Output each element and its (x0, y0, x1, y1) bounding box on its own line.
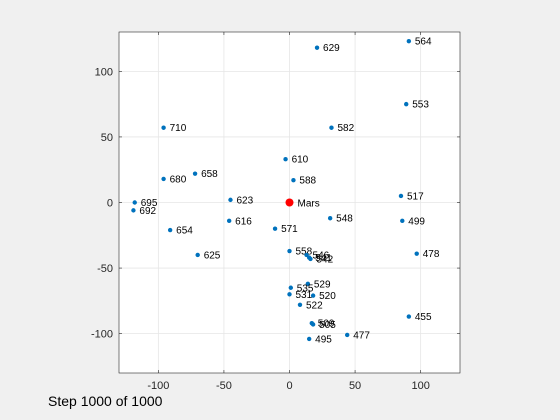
mars-label: Mars (298, 199, 320, 210)
data-point-label: 517 (407, 191, 424, 202)
y-tick-label: 100 (95, 66, 113, 78)
data-point-label: 695 (141, 198, 158, 209)
data-point-label: 564 (415, 37, 432, 48)
data-point-label: 495 (315, 334, 332, 345)
data-point (305, 281, 311, 287)
data-point (226, 218, 232, 224)
data-point-label: 478 (423, 249, 440, 260)
data-point (291, 178, 296, 183)
data-point-label: 522 (306, 300, 323, 311)
data-point-label: 658 (201, 169, 218, 180)
data-point (400, 218, 405, 224)
data-point (414, 251, 419, 256)
data-point-label: 625 (204, 250, 221, 261)
data-point (132, 200, 137, 205)
data-point-label: 520 (319, 291, 336, 302)
data-point-label: 531 (296, 290, 313, 301)
data-point (406, 38, 412, 44)
data-point (345, 332, 350, 338)
data-point-label: 680 (170, 174, 187, 185)
data-point (161, 176, 166, 182)
data-point-label: 548 (336, 214, 353, 225)
data-point-label: 541 (315, 253, 332, 264)
data-point (327, 216, 333, 221)
y-tick-label: -50 (97, 263, 113, 275)
data-point-label: 535 (297, 283, 314, 294)
data-point-label: 542 (316, 254, 333, 265)
data-point-label: 553 (412, 100, 429, 111)
data-point (314, 45, 320, 50)
x-tick-label: -50 (216, 380, 232, 392)
data-point-label: 455 (415, 312, 432, 323)
data-point (195, 252, 200, 258)
data-point (161, 125, 166, 130)
data-point-label: 571 (281, 224, 298, 235)
data-points: 564 629 553 710 582 610 680 658 588 517 695 623 692 6… (131, 37, 440, 345)
data-point-label: 588 (299, 176, 316, 187)
data-point-label: 558 (296, 247, 313, 258)
data-point-label: 529 (314, 279, 331, 290)
data-point (287, 292, 292, 297)
data-point (406, 314, 412, 319)
data-point-label: 629 (323, 43, 340, 54)
data-point-label: 654 (176, 226, 193, 237)
y-tick-label: -100 (91, 329, 113, 341)
center-marker-group: Mars (285, 198, 320, 210)
data-point-label: 616 (235, 216, 252, 227)
data-point (228, 197, 233, 203)
data-point (310, 293, 316, 298)
data-point-label: 623 (236, 195, 253, 206)
data-point-label: 509 (318, 319, 335, 330)
x-tick-label: 0 (286, 380, 292, 392)
y-tick-label: 50 (101, 132, 113, 144)
data-point (192, 171, 198, 176)
data-point-label: 710 (170, 123, 187, 134)
axis-ticks: -100 -50 0 50 100 -100 -50 0 50 100 (91, 32, 460, 392)
data-point-label: 477 (353, 330, 370, 341)
data-point-label: 610 (292, 155, 309, 166)
x-tick-label: -100 (147, 380, 169, 392)
data-point (297, 302, 303, 307)
data-point-label: 546 (313, 250, 330, 261)
data-point-label: 505 (319, 320, 336, 331)
data-point (283, 157, 288, 162)
data-point (288, 285, 294, 290)
data-point (398, 193, 404, 199)
step-status-text: Step 1000 of 1000 (48, 393, 163, 409)
x-tick-label: 50 (349, 380, 361, 392)
data-point-label: 582 (337, 123, 354, 134)
x-tick-label: 100 (411, 380, 429, 392)
data-point (404, 101, 409, 107)
data-point (329, 125, 334, 130)
data-point (287, 248, 292, 254)
data-point (310, 322, 316, 327)
y-tick-label: 0 (107, 198, 113, 210)
mars-marker (285, 198, 294, 207)
data-point (272, 226, 278, 231)
data-point (308, 256, 313, 262)
data-point (167, 227, 173, 233)
data-point-label: 499 (408, 216, 425, 227)
data-point (131, 208, 136, 213)
data-point (306, 336, 312, 342)
data-point-label: 692 (139, 206, 156, 217)
